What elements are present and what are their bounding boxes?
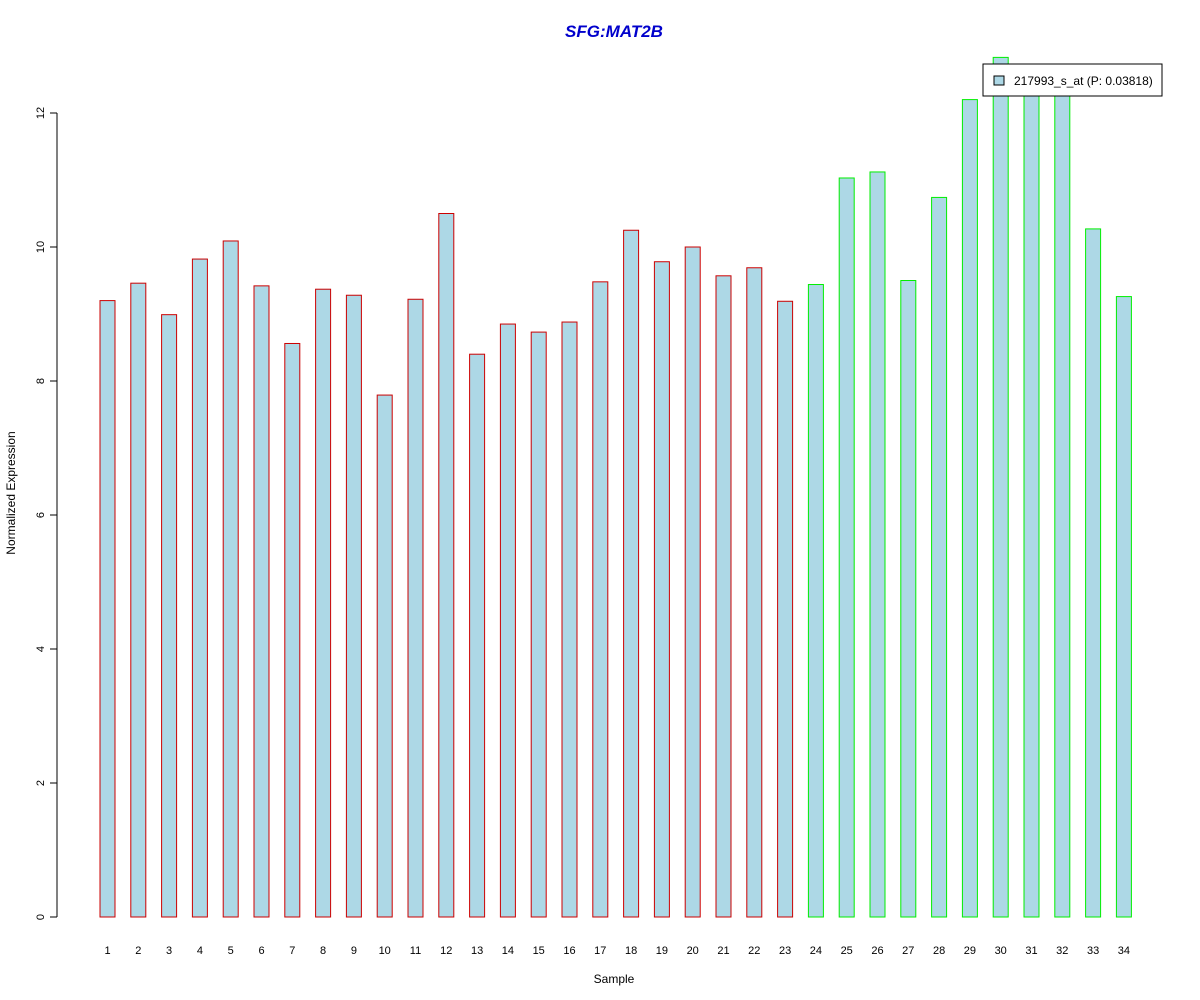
bar — [438, 213, 455, 918]
x-tick-label: 26 — [871, 945, 883, 957]
legend: 217993_s_at (P: 0.03818) — [982, 63, 1163, 97]
x-tick-labels: 1 2 3 4 5 6 7 8 9 10 11 12 13 14 15 16 17 18 19 20 21 22 23 24 2… — [104, 945, 1130, 957]
x-tick-label: 5 — [228, 945, 234, 957]
y-tick-label: 10 — [35, 241, 47, 253]
y-axis-label: Normalized Expression — [4, 431, 18, 554]
bar — [561, 321, 578, 918]
y-tick-label: 0 — [35, 914, 47, 920]
bar — [130, 282, 147, 918]
bar — [253, 285, 270, 918]
bar — [592, 281, 609, 918]
x-tick-label: 14 — [502, 945, 514, 957]
x-tick-label: 31 — [1025, 945, 1037, 957]
legend-box — [982, 63, 1163, 97]
x-tick-label: 18 — [625, 945, 637, 957]
x-tick-label: 17 — [594, 945, 606, 957]
y-tick-label: 2 — [35, 780, 47, 786]
x-tick-label: 15 — [533, 945, 545, 957]
x-tick-label: 21 — [717, 945, 729, 957]
bar — [992, 56, 1009, 918]
x-tick-label: 10 — [379, 945, 391, 957]
x-tick-label: 12 — [440, 945, 452, 957]
x-tick-label: 2 — [135, 945, 141, 957]
y-axis: 0 2 4 6 8 10 12 — [35, 107, 58, 920]
bar — [931, 196, 948, 918]
bar — [900, 280, 917, 918]
x-tick-label: 28 — [933, 945, 945, 957]
bar — [499, 323, 516, 918]
bars — [99, 56, 1132, 918]
bar — [222, 240, 239, 918]
bar — [746, 267, 763, 918]
x-tick-label: 32 — [1056, 945, 1068, 957]
x-tick-label: 7 — [289, 945, 295, 957]
bar — [407, 298, 424, 918]
bar — [1115, 296, 1132, 918]
bar — [684, 246, 701, 918]
bar — [99, 300, 116, 918]
bar — [284, 342, 301, 918]
x-tick-label: 8 — [320, 945, 326, 957]
bar — [469, 353, 486, 918]
bar — [623, 229, 640, 918]
legend-entry: 217993_s_at (P: 0.03818) — [1014, 74, 1153, 88]
x-tick-label: 6 — [258, 945, 264, 957]
x-tick-label: 33 — [1087, 945, 1099, 957]
x-tick-label: 4 — [197, 945, 203, 957]
y-tick-label: 8 — [35, 378, 47, 384]
x-tick-label: 19 — [656, 945, 668, 957]
bar — [161, 314, 178, 918]
bar — [1023, 89, 1040, 918]
bar — [777, 300, 794, 918]
x-tick-label: 1 — [104, 945, 110, 957]
bar — [961, 99, 978, 918]
bar — [376, 394, 393, 918]
bar — [838, 177, 855, 918]
x-tick-label: 23 — [779, 945, 791, 957]
bar — [315, 288, 332, 918]
y-tick-label: 6 — [35, 512, 47, 518]
y-tick-label: 12 — [35, 107, 47, 119]
x-tick-label: 20 — [687, 945, 699, 957]
bar — [191, 258, 208, 918]
x-tick-label: 24 — [810, 945, 822, 957]
x-tick-label: 34 — [1118, 945, 1130, 957]
bar — [345, 294, 362, 918]
x-tick-label: 13 — [471, 945, 483, 957]
x-tick-label: 29 — [964, 945, 976, 957]
bar — [715, 275, 732, 918]
bar — [869, 171, 886, 918]
x-tick-label: 11 — [410, 945, 421, 957]
bar — [1054, 91, 1071, 918]
x-tick-label: 25 — [841, 945, 853, 957]
x-tick-label: 3 — [166, 945, 172, 957]
x-tick-label: 30 — [995, 945, 1007, 957]
bar — [530, 331, 547, 918]
x-tick-label: 22 — [748, 945, 760, 957]
bar — [1085, 228, 1102, 918]
chart-title: SFG:MAT2B — [565, 22, 663, 41]
x-tick-label: 16 — [563, 945, 575, 957]
x-tick-label: 27 — [902, 945, 914, 957]
bar — [807, 284, 824, 918]
y-tick-label: 4 — [35, 646, 47, 652]
x-tick-label: 9 — [351, 945, 357, 957]
bar — [653, 261, 670, 918]
x-axis-label: Sample — [594, 972, 635, 986]
legend-swatch — [993, 75, 1005, 86]
